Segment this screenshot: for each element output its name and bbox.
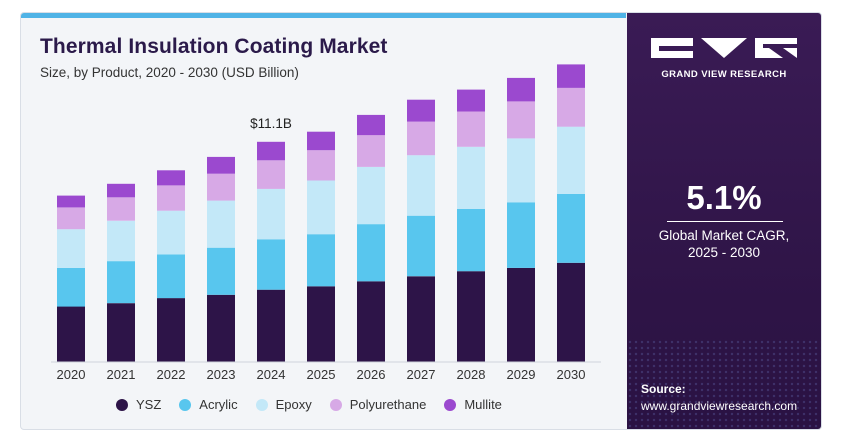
source-link[interactable]: www.grandviewresearch.com [641, 399, 798, 413]
bar-segment-epoxy-2026 [357, 167, 385, 225]
x-tick-label-2026: 2026 [357, 367, 386, 382]
bar-segment-mullite-2021 [107, 183, 135, 198]
grand-view-research-logo [651, 38, 797, 58]
bar-segment-epoxy-2020 [57, 229, 85, 268]
cagr-value: 5.1% [686, 179, 762, 216]
bar-segment-acrylic-2029 [507, 202, 535, 268]
bar-segment-mullite-2029 [507, 77, 535, 102]
bar-segment-acrylic-2022 [157, 254, 185, 299]
bar-segment-epoxy-2024 [257, 188, 285, 240]
legend-swatch-epoxy [255, 398, 268, 411]
bar-segment-epoxy-2030 [557, 126, 585, 194]
legend-item-acrylic: Acrylic [179, 397, 238, 412]
bar-segment-acrylic-2021 [107, 261, 135, 304]
bar-segment-mullite-2027 [407, 99, 435, 122]
bar-segment-ysz-2021 [107, 303, 135, 362]
legend-item-polyurethane: Polyurethane [329, 397, 427, 412]
bar-segment-acrylic-2020 [57, 267, 85, 307]
bar-segment-mullite-2020 [57, 195, 85, 208]
legend-label-epoxy: Epoxy [275, 397, 312, 412]
bar-segment-ysz-2028 [457, 271, 485, 362]
bar-segment-mullite-2022 [157, 170, 185, 186]
bar-segment-epoxy-2029 [507, 138, 535, 203]
x-tick-label-2023: 2023 [207, 367, 236, 382]
bar-segment-epoxy-2028 [457, 146, 485, 209]
bar-segment-acrylic-2026 [357, 224, 385, 282]
legend-label-mullite: Mullite [464, 397, 502, 412]
legend-item-ysz: YSZ [116, 397, 161, 412]
bar-segment-ysz-2027 [407, 276, 435, 362]
bar-segment-mullite-2028 [457, 89, 485, 112]
bar-segment-acrylic-2023 [207, 247, 235, 295]
bar-segment-polyurethane-2022 [157, 185, 185, 211]
x-tick-label-2020: 2020 [57, 367, 86, 382]
x-tick-label-2024: 2024 [257, 367, 286, 382]
x-tick-label-2027: 2027 [407, 367, 436, 382]
stacked-bar-chart: 2020 2021 2022 2023 2024 2025 2026 2027 2028 2029… [51, 64, 601, 382]
legend-swatch-acrylic [179, 398, 192, 411]
bar-segment-polyurethane-2020 [57, 207, 85, 230]
bar-segment-epoxy-2023 [207, 200, 235, 248]
source-label: Source: [641, 382, 686, 396]
x-tick-label-2030: 2030 [557, 367, 586, 382]
bar-segment-acrylic-2025 [307, 234, 335, 287]
cagr-label-line-2: 2025 - 2030 [687, 245, 761, 260]
bar-segment-polyurethane-2026 [357, 135, 385, 167]
bar-segment-polyurethane-2027 [407, 121, 435, 156]
x-tick-label-2021: 2021 [107, 367, 136, 382]
bar-segment-epoxy-2025 [307, 180, 335, 235]
x-tick-label-2029: 2029 [507, 367, 536, 382]
bar-segment-epoxy-2022 [157, 210, 185, 255]
x-tick-label-2022: 2022 [157, 367, 186, 382]
dot-pattern [627, 339, 821, 429]
bar-segment-polyurethane-2028 [457, 111, 485, 147]
bar-segment-ysz-2026 [357, 281, 385, 362]
bar-segment-mullite-2030 [557, 64, 585, 88]
bar-segment-polyurethane-2021 [107, 197, 135, 221]
bar-segment-mullite-2026 [357, 114, 385, 136]
legend-label-acrylic: Acrylic [199, 397, 238, 412]
chart-title: Thermal Insulation Coating Market [40, 35, 388, 58]
bar-segment-polyurethane-2023 [207, 173, 235, 201]
bar-segment-ysz-2020 [57, 306, 85, 362]
bar-segment-epoxy-2027 [407, 155, 435, 216]
bar-segment-ysz-2030 [557, 262, 585, 362]
cagr-label-line-1: Global Market CAGR, [658, 228, 790, 243]
bar-segment-epoxy-2021 [107, 220, 135, 262]
chart-card: Thermal Insulation Coating Market Size, … [20, 12, 822, 430]
accent-bar [21, 13, 626, 18]
legend-swatch-ysz [116, 398, 128, 411]
bar-segment-mullite-2023 [207, 156, 235, 174]
sidebar-panel: GRAND VIEW RESEARCH 5.1% Global Market C… [627, 13, 821, 429]
bar-segment-acrylic-2028 [457, 209, 485, 272]
bar-segment-ysz-2025 [307, 286, 335, 362]
bar-segment-ysz-2023 [207, 294, 235, 363]
bar-segment-acrylic-2030 [557, 193, 585, 263]
bar-segment-ysz-2029 [507, 267, 535, 362]
bar-segment-ysz-2024 [257, 289, 285, 362]
bar-segment-polyurethane-2030 [557, 88, 585, 127]
cagr-divider [667, 221, 783, 222]
bar-segment-polyurethane-2024 [257, 160, 285, 189]
legend-item-mullite: Mullite [444, 397, 502, 412]
legend-swatch-polyurethane [329, 398, 342, 411]
bar-segment-acrylic-2027 [407, 215, 435, 277]
bar-segment-mullite-2025 [307, 131, 335, 151]
bar-segment-mullite-2024 [257, 141, 285, 161]
brand-name: GRAND VIEW RESEARCH [661, 69, 787, 80]
bar-segment-polyurethane-2029 [507, 101, 535, 139]
legend-label-ysz: YSZ [136, 397, 162, 412]
legend-swatch-mullite [444, 398, 457, 411]
x-tick-label-2025: 2025 [307, 367, 336, 382]
cagr-label: Global Market CAGR, 2025 - 2030 [627, 227, 821, 261]
bar-segment-polyurethane-2025 [307, 150, 335, 181]
chart-subtitle: Size, by Product, 2020 - 2030 (USD Billi… [40, 65, 299, 80]
annotation-label-2024: $11.1B [250, 116, 292, 131]
legend-label-polyurethane: Polyurethane [349, 397, 427, 412]
bar-segment-ysz-2022 [157, 298, 185, 362]
chart-legend: YSZ Acrylic Epoxy Polyurethane Mullite [116, 397, 520, 412]
x-tick-label-2028: 2028 [457, 367, 486, 382]
bar-segment-acrylic-2024 [257, 239, 285, 290]
legend-item-epoxy: Epoxy [255, 397, 312, 412]
